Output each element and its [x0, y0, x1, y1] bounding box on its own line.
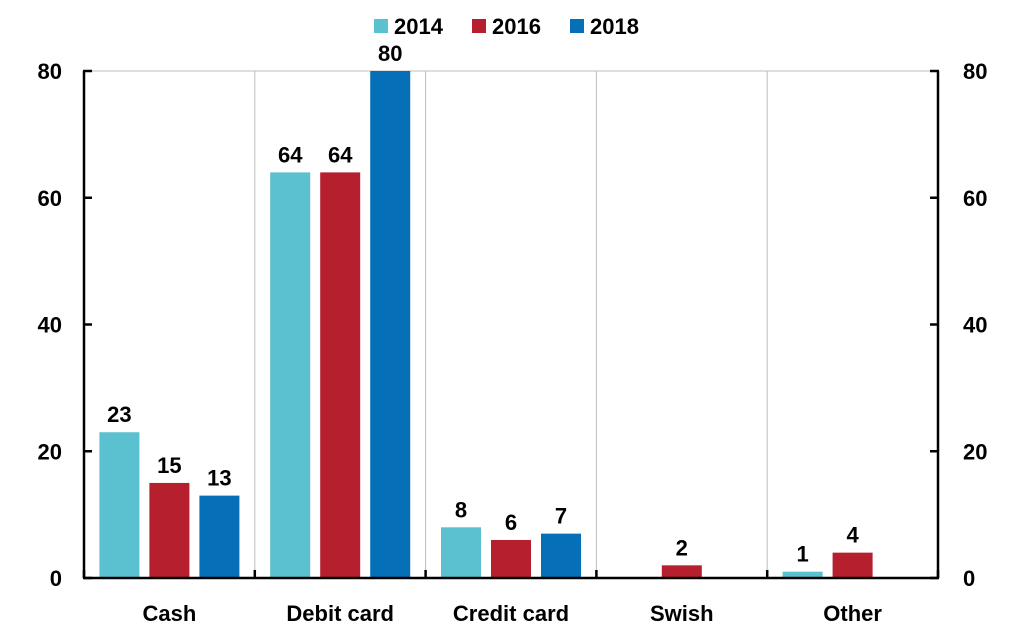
y-tick-label-left: 80 [38, 59, 62, 84]
legend-label-2018: 2018 [590, 14, 639, 39]
category-label: Debit card [286, 601, 394, 626]
bars [99, 71, 873, 578]
data-label: 64 [278, 142, 303, 167]
y-tick-label-right: 20 [963, 439, 987, 464]
bar-2018-cash [199, 495, 240, 578]
data-label: 64 [328, 142, 353, 167]
bar-2018-debit-card [370, 71, 411, 578]
legend-swatch-2014 [374, 19, 388, 33]
legend-label-2016: 2016 [492, 14, 541, 39]
category-labels: Cash Debit card Credit card Swish Other [143, 601, 883, 626]
legend: 2014 2016 2018 [374, 14, 639, 39]
data-label: 23 [107, 402, 131, 427]
bar-2014-other [782, 571, 823, 578]
y-tick-label-left: 60 [38, 186, 62, 211]
category-gridlines [84, 70, 938, 578]
bar-2014-credit-card [441, 527, 481, 578]
bar-2016-other [832, 552, 873, 578]
legend-swatch-2016 [472, 19, 486, 33]
data-label: 4 [846, 523, 859, 548]
data-label: 15 [157, 453, 181, 478]
legend-swatch-2018 [570, 19, 584, 33]
bar-2016-swish [661, 565, 702, 578]
y-tick-label-right: 40 [963, 313, 987, 338]
bar-2016-cash [149, 482, 190, 578]
data-label: 2 [676, 535, 688, 560]
y-tick-label-left: 20 [38, 439, 62, 464]
y-tick-label-right: 80 [963, 59, 987, 84]
data-labels: 23 15 13 64 64 80 8 6 7 2 1 4 [107, 41, 859, 567]
bar-2016-debit-card [320, 172, 361, 578]
y-tick-label-left: 0 [50, 566, 62, 591]
bar-2018-credit-card [541, 533, 581, 578]
category-label: Swish [650, 601, 714, 626]
axes: 0 0 20 20 40 40 60 60 80 80 [38, 59, 988, 591]
bar-2014-cash [99, 432, 140, 578]
y-tick-label-right: 0 [963, 566, 975, 591]
y-tick-label-left: 40 [38, 313, 62, 338]
data-label: 7 [555, 504, 567, 529]
legend-label-2014: 2014 [394, 14, 444, 39]
bar-2016-credit-card [491, 539, 531, 578]
data-label: 13 [207, 466, 231, 491]
bar-2014-debit-card [270, 172, 311, 578]
category-label: Other [823, 601, 882, 626]
y-tick-label-right: 60 [963, 186, 987, 211]
data-label: 6 [505, 510, 517, 535]
data-label: 80 [378, 41, 402, 66]
category-label: Cash [143, 601, 197, 626]
category-label: Credit card [453, 601, 569, 626]
data-label: 8 [455, 497, 467, 522]
data-label: 1 [796, 542, 808, 567]
